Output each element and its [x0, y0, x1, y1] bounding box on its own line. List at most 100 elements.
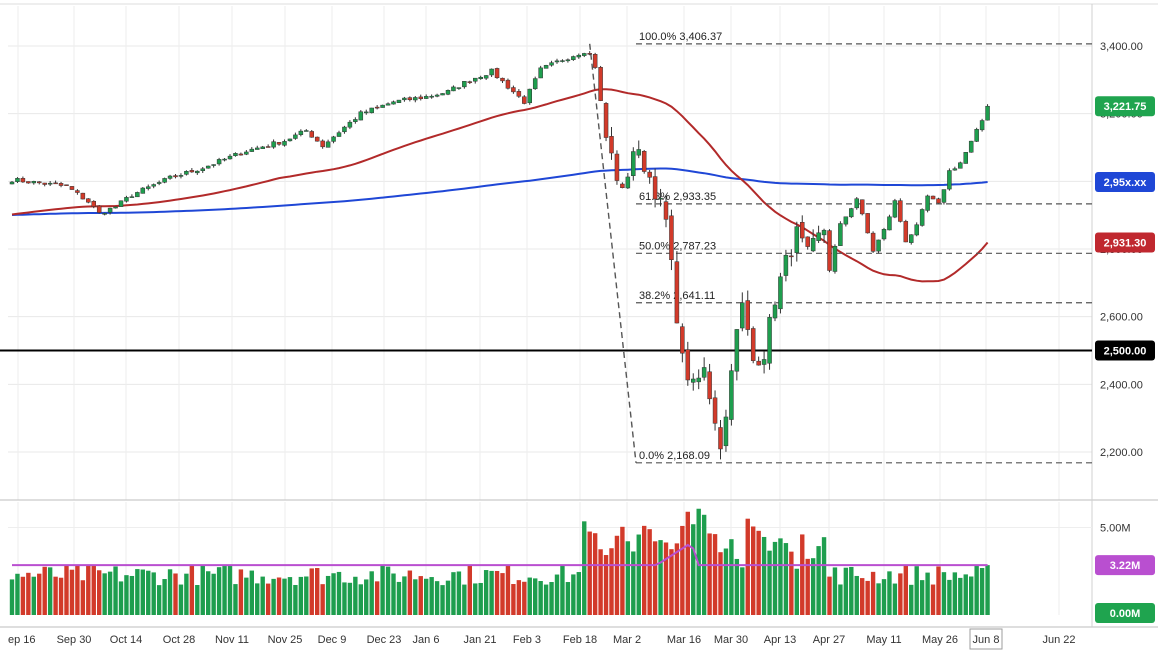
volume-bar — [129, 575, 135, 615]
candle-body — [816, 232, 821, 241]
date-tick-label: Oct 14 — [110, 634, 142, 646]
volume-bar — [881, 579, 887, 615]
volume-bar — [554, 574, 560, 615]
candle-body — [974, 129, 979, 142]
volume-bar — [870, 571, 876, 615]
volume-bar — [97, 570, 102, 615]
volume-bar — [691, 524, 696, 615]
volume-bar — [963, 574, 968, 615]
candle-body — [936, 198, 941, 204]
candle-body — [96, 205, 102, 213]
volume-bar — [941, 572, 947, 615]
candle-body — [750, 328, 756, 361]
date-tick-label: Jan 6 — [413, 634, 440, 646]
candle-body — [810, 238, 816, 252]
candle-body — [216, 159, 222, 165]
candle-body — [680, 326, 685, 354]
volume-bar — [603, 555, 609, 615]
candle-body — [374, 106, 380, 109]
volume-bar — [42, 566, 47, 615]
volume-bar — [919, 580, 925, 615]
volume-bar — [380, 564, 385, 615]
last-price-badge-bg — [1095, 96, 1155, 117]
volume-bar — [271, 578, 276, 615]
candle-body — [968, 140, 974, 153]
candle-body — [865, 213, 870, 234]
price-tick-label: 2,200.00 — [1100, 447, 1143, 459]
volume-bar — [358, 584, 363, 615]
volume-bar — [260, 576, 265, 615]
candle-body — [178, 175, 184, 177]
volume-bar — [800, 534, 805, 615]
volume-bar — [369, 571, 374, 615]
date-tick-label: Dec 23 — [367, 634, 402, 646]
candle-body — [211, 164, 216, 166]
date-tick-label: Apr 13 — [764, 634, 796, 646]
volume-bar — [756, 530, 761, 615]
volume-bar — [767, 550, 772, 615]
candle-body — [47, 182, 53, 185]
volume-bar — [914, 566, 919, 615]
volume-bar — [293, 584, 298, 615]
candle-body — [756, 360, 761, 366]
volume-bar — [331, 573, 336, 615]
candle-body — [898, 200, 903, 222]
candle-body — [445, 90, 451, 95]
candle-body — [772, 304, 778, 319]
candle-body — [859, 199, 865, 215]
sma-fast-badge-bg — [1095, 232, 1155, 253]
volume-bar — [206, 571, 211, 615]
candle-body — [124, 197, 129, 202]
volume-bar — [740, 567, 745, 615]
candle-body — [843, 216, 849, 225]
volume-bar — [195, 585, 200, 615]
candle-body — [603, 103, 609, 138]
date-tick-label: ep 16 — [8, 634, 36, 646]
volume-bar — [26, 572, 31, 615]
volume-zero-badge: 0.00M — [1110, 608, 1141, 620]
volume-bar — [565, 582, 571, 615]
candle-body — [625, 176, 631, 189]
candle-body — [598, 67, 603, 101]
candle-body — [146, 186, 151, 189]
candle-body — [249, 148, 255, 152]
candle-body — [712, 397, 718, 424]
candle-body — [478, 76, 483, 80]
volume-bar — [592, 533, 598, 615]
candle-body — [358, 111, 364, 121]
candle-body — [9, 181, 15, 185]
candle-body — [91, 200, 96, 207]
date-tick-label: Apr 27 — [813, 634, 845, 646]
candle-body — [271, 141, 276, 148]
volume-bar — [255, 583, 260, 615]
date-tick-label: Jan 21 — [463, 634, 496, 646]
volume-bar — [783, 543, 789, 615]
volume-bar — [31, 576, 36, 615]
candle-body — [342, 126, 347, 133]
volume-bar — [173, 573, 178, 615]
volume-bar — [952, 572, 958, 615]
candle-body — [876, 239, 881, 252]
volume-bar — [200, 565, 205, 615]
volume-bar — [723, 548, 729, 615]
volume-bar — [374, 581, 380, 615]
candle-body — [156, 182, 162, 184]
candle-body — [658, 197, 663, 200]
date-tick-label: Nov 25 — [268, 634, 303, 646]
volume-bar — [816, 546, 821, 615]
candle-body — [903, 221, 909, 243]
volume-average-badge: 3.22M — [1110, 560, 1141, 572]
candle-body — [489, 68, 494, 76]
candle-body — [195, 170, 200, 174]
candle-body — [102, 213, 107, 215]
candle-body — [86, 198, 91, 203]
volume-bar — [876, 583, 881, 615]
candle-body — [238, 153, 244, 156]
candle-body — [821, 229, 827, 236]
candle-body — [560, 60, 565, 62]
volume-bar — [151, 572, 156, 615]
candle-body — [20, 178, 26, 183]
candle-body — [129, 196, 135, 198]
candle-body — [402, 97, 407, 101]
